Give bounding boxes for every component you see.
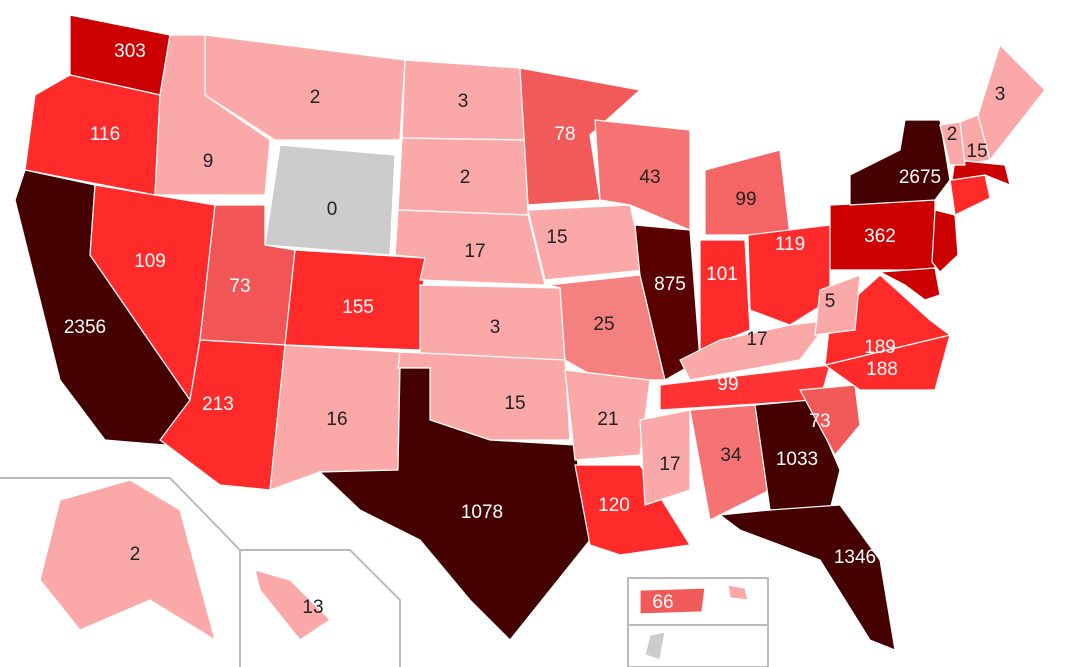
state — [318, 367, 591, 641]
alaska-frame — [0, 477, 241, 667]
state-value: 9 — [203, 151, 214, 172]
state — [747, 224, 831, 326]
state-value: 78 — [554, 124, 575, 145]
unlabeled-states — [644, 121, 1011, 661]
state-value: 116 — [90, 124, 120, 145]
state-value: 99 — [735, 189, 756, 210]
state-value: 21 — [597, 409, 618, 430]
state — [634, 224, 701, 381]
territory-shape — [727, 584, 749, 601]
state-value: 66 — [652, 592, 673, 613]
insets — [0, 477, 769, 667]
state — [799, 384, 861, 457]
state-value: 15 — [966, 141, 987, 162]
state — [254, 569, 331, 641]
state-value: 3 — [490, 317, 501, 338]
state-value: 34 — [720, 445, 742, 466]
state — [519, 67, 642, 206]
state — [394, 209, 546, 286]
state-shape — [951, 159, 1011, 186]
state-value: 303 — [114, 41, 146, 62]
state — [639, 409, 691, 506]
territories-frame — [627, 577, 769, 667]
state — [977, 43, 1046, 162]
state-value: 73 — [809, 411, 830, 432]
state-value: 17 — [746, 329, 767, 350]
state-shape — [931, 209, 959, 273]
state — [264, 144, 396, 256]
state — [564, 369, 651, 461]
state-value: 109 — [134, 251, 166, 272]
state-value: 5 — [825, 291, 836, 312]
state-value: 1033 — [776, 449, 818, 470]
labels: 3031162356109920731552131632173151078781… — [64, 41, 1005, 618]
state-value: 213 — [202, 394, 234, 415]
state-value: 3 — [995, 84, 1006, 105]
state — [594, 119, 691, 231]
territory-shape — [644, 631, 666, 661]
state-value: 155 — [342, 297, 374, 318]
state — [718, 504, 896, 651]
state-value: 0 — [327, 199, 338, 220]
states — [14, 14, 1046, 651]
state — [574, 464, 691, 556]
state-value: 1346 — [834, 547, 876, 568]
state-value: 119 — [775, 234, 805, 255]
state-shape — [877, 267, 941, 301]
state-value: 188 — [866, 359, 898, 380]
state-value: 43 — [639, 167, 660, 188]
state — [754, 399, 841, 511]
state-value: 101 — [706, 264, 738, 285]
state-value: 3 — [458, 91, 469, 112]
state — [814, 274, 861, 336]
state-shape — [949, 174, 991, 216]
state-value: 120 — [598, 495, 630, 516]
state-value: 2 — [130, 544, 141, 565]
state-value: 15 — [546, 227, 567, 248]
state-value: 17 — [464, 241, 485, 262]
state-value: 2 — [460, 167, 471, 188]
state-value: 2 — [310, 87, 321, 108]
state-value: 13 — [302, 597, 323, 618]
state — [204, 34, 406, 141]
state-value: 15 — [504, 393, 525, 414]
state-value: 2675 — [899, 167, 941, 188]
state-value: 73 — [229, 276, 250, 297]
state-value: 16 — [326, 409, 347, 430]
state-value: 17 — [659, 454, 680, 475]
state — [699, 239, 751, 351]
state-value: 362 — [864, 226, 896, 247]
state-value: 99 — [717, 374, 738, 395]
state-value: 25 — [593, 314, 614, 335]
state — [39, 479, 216, 642]
state-shape — [939, 121, 966, 166]
hawaii-frame — [240, 549, 401, 667]
state-value: 189 — [864, 337, 896, 358]
state-value: 2 — [947, 124, 958, 145]
state-value: 2356 — [64, 317, 106, 338]
state-value: 1078 — [461, 502, 503, 523]
state — [639, 587, 706, 615]
state — [849, 119, 951, 206]
state-value: 875 — [654, 274, 686, 295]
